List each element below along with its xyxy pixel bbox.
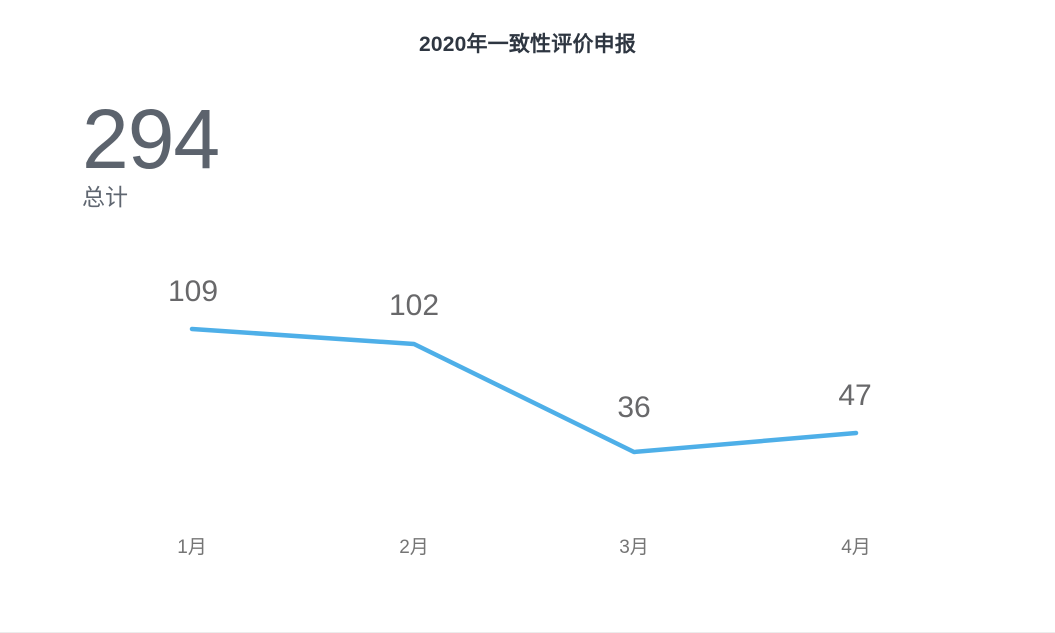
data-label-mar: 36 bbox=[617, 391, 651, 424]
x-axis-tick-jan: 1月 bbox=[177, 537, 207, 558]
data-label-apr: 47 bbox=[838, 379, 872, 412]
summary-total-label: 总计 bbox=[82, 184, 128, 210]
data-label-jan: 109 bbox=[167, 275, 219, 308]
data-label-feb: 102 bbox=[388, 289, 440, 322]
summary-total-value: 294 bbox=[82, 92, 220, 186]
x-axis-tick-feb: 2月 bbox=[399, 537, 429, 558]
series-line-polyline bbox=[189, 326, 859, 455]
summary-block: 294 总计 bbox=[82, 92, 220, 210]
x-axis-tick-mar: 3月 bbox=[619, 537, 649, 558]
x-axis-tick-apr: 4月 bbox=[841, 537, 871, 558]
page-title: 2020年一致性评价申报 bbox=[418, 33, 637, 56]
